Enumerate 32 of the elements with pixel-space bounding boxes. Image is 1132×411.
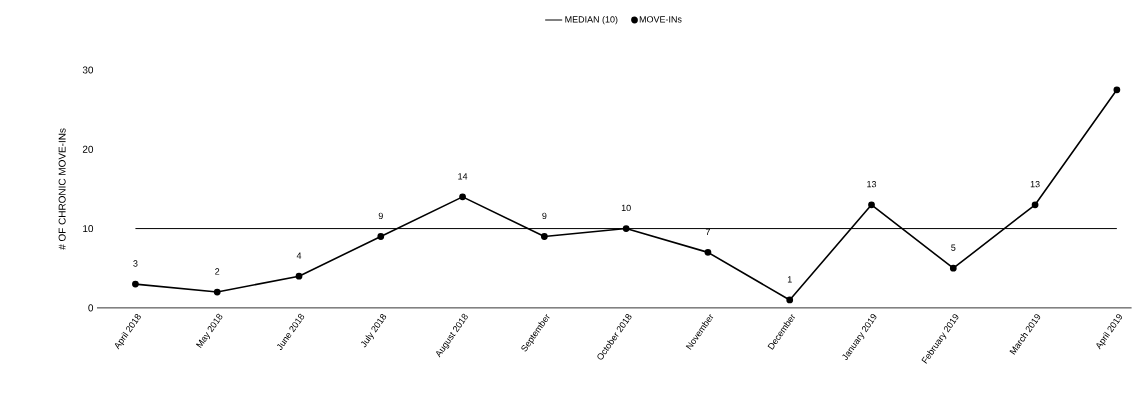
data-label: 5 <box>951 244 956 251</box>
point <box>786 296 794 304</box>
point <box>213 288 221 296</box>
legend-label: MEDIAN (10) <box>565 16 618 25</box>
point <box>377 233 385 240</box>
data-label: 3 <box>133 260 138 267</box>
data-label: 9 <box>542 212 547 220</box>
point <box>1113 86 1121 94</box>
y-axis-title: # OF CHRONIC MOVE-INs <box>58 128 66 250</box>
y-tick-label: 0 <box>88 304 94 312</box>
point <box>459 193 466 201</box>
data-label: 9 <box>378 212 383 220</box>
point <box>949 264 957 272</box>
data-label: 14 <box>458 173 468 180</box>
point <box>540 233 548 240</box>
point <box>704 249 712 256</box>
point <box>622 225 630 233</box>
point <box>132 280 139 288</box>
data-label: 4 <box>296 252 302 259</box>
data-label: 10 <box>621 204 631 212</box>
point <box>1031 201 1039 209</box>
legend-label: MOVE-INs <box>639 16 682 23</box>
data-label: 7 <box>705 228 710 235</box>
data-label: 1 <box>787 276 792 283</box>
y-tick-label: 20 <box>82 145 94 153</box>
y-tick-label: 10 <box>83 225 94 233</box>
data-label: 13 <box>867 181 877 188</box>
data-label: 2 <box>215 268 220 275</box>
point <box>868 201 875 209</box>
y-tick-label: 30 <box>82 66 94 74</box>
data-label: 13 <box>1030 181 1040 188</box>
point <box>295 272 303 280</box>
